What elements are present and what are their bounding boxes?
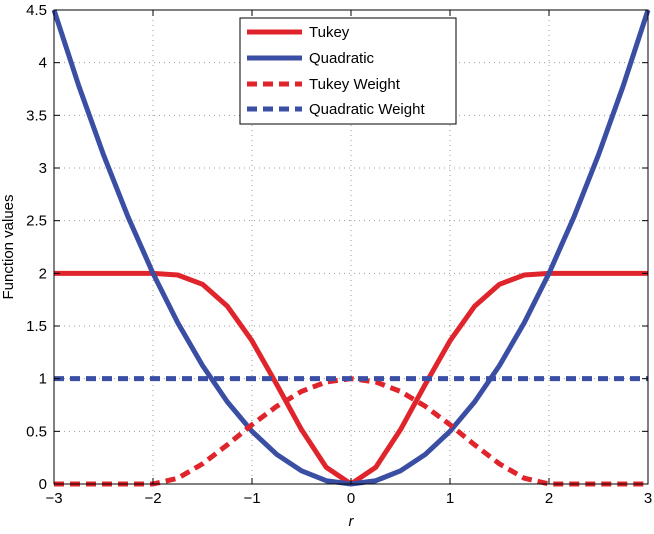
x-tick-label: 0 — [347, 490, 355, 507]
legend: Tukey Quadratic Tukey Weight Quadratic W… — [239, 17, 457, 125]
x-tick-label: −2 — [144, 490, 161, 507]
legend-label-tukey: Tukey — [309, 24, 350, 41]
legend-label-quadratic-weight: Quadratic Weight — [309, 101, 425, 118]
legend-box — [239, 17, 457, 125]
y-axis-label: Function values — [0, 194, 17, 299]
x-tick-labels: −3 −2 −1 0 1 2 3 — [45, 490, 652, 507]
x-axis-label: r — [349, 513, 355, 530]
y-tick-label: 0 — [39, 476, 47, 493]
y-tick-label: 4.5 — [26, 2, 47, 19]
y-tick-label: 0.5 — [26, 423, 47, 440]
y-tick-label: 2 — [39, 265, 47, 282]
legend-label-tukey-weight: Tukey Weight — [309, 76, 401, 93]
x-tick-label: 1 — [446, 490, 454, 507]
tick-marks — [53, 9, 649, 485]
x-tick-label: −1 — [243, 490, 260, 507]
x-tick-label: 3 — [644, 490, 652, 507]
y-tick-label: 4 — [39, 55, 47, 72]
y-tick-label: 1 — [39, 371, 47, 388]
y-tick-label: 3 — [39, 160, 47, 177]
x-tick-label: −3 — [45, 490, 62, 507]
legend-label-quadratic: Quadratic — [309, 50, 375, 67]
y-tick-label: 3.5 — [26, 107, 47, 124]
y-tick-label: 1.5 — [26, 318, 47, 335]
x-tick-label: 2 — [545, 490, 553, 507]
y-tick-label: 2.5 — [26, 213, 47, 230]
y-tick-labels: 0 0.5 1 1.5 2 2.5 3 3.5 4 4.5 — [26, 2, 47, 493]
